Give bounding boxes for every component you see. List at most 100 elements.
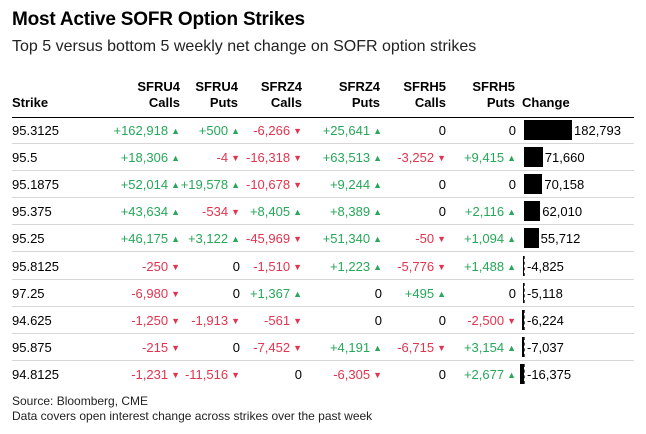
strike-cell: 97.25 (12, 285, 45, 301)
value-text: -6,305 (333, 366, 371, 382)
value-text: +4,191 (329, 339, 371, 355)
value-text: -6,266 (253, 123, 291, 138)
value-text: 0 (438, 366, 446, 382)
down-arrow-icon: ▼ (293, 153, 302, 164)
strike-cell: 95.5 (12, 150, 38, 166)
header-sfrz4-puts-line2: Puts (351, 95, 380, 110)
change-label: 71,660 (544, 150, 585, 166)
up-arrow-icon: ▲ (507, 234, 516, 245)
sfru4-calls-cell: +43,634 ▲ (121, 204, 180, 221)
change-label: -4,825 (527, 258, 564, 274)
up-arrow-icon: ▲ (293, 288, 302, 299)
header-sfru4-puts-line1: SFRU4 (195, 79, 238, 94)
sfrh5-puts-cell: 0 (509, 286, 516, 302)
sfru4-calls-cell: +162,918 ▲ (113, 123, 180, 140)
sfrz4-calls-cell: -7,452 ▼ (253, 340, 302, 357)
value-text: +18,306 (120, 150, 169, 166)
up-arrow-icon: ▲ (373, 126, 382, 136)
sfrz4-puts-cell: -6,305 ▼ (333, 367, 382, 384)
sfrh5-calls-cell: -3,252 ▼ (397, 150, 446, 167)
down-arrow-icon: ▼ (171, 261, 180, 272)
value-text: -45,969 (245, 231, 291, 247)
zero-axis (524, 255, 525, 276)
value-text: +43,634 (120, 204, 169, 220)
sfru4-calls-cell: -215 ▼ (142, 340, 180, 357)
sfru4-puts-cell: -4 ▼ (217, 150, 240, 167)
row-divider (12, 143, 634, 144)
value-text: +1,488 (463, 258, 505, 274)
sfrz4-calls-cell: 0 (295, 367, 302, 383)
sfrh5-calls-cell: 0 (439, 313, 446, 329)
change-label: -6,224 (527, 312, 564, 328)
down-arrow-icon: ▼ (293, 234, 302, 245)
sfru4-calls-cell: -250 ▼ (142, 259, 180, 276)
change-bar (522, 309, 524, 330)
value-text: -1,231 (131, 366, 169, 382)
value-text: +19,578 (180, 177, 229, 193)
value-text: +2,677 (463, 366, 505, 382)
value-text: +3,154 (463, 339, 505, 355)
value-text: -1,250 (131, 312, 169, 328)
strike-cell: 95.8125 (12, 258, 59, 274)
sfru4-puts-cell: +500 ▲ (199, 123, 240, 140)
sfrz4-puts-cell: 0 (375, 286, 382, 302)
row-divider (12, 305, 634, 307)
change-bar (522, 282, 524, 303)
value-text: -4 (216, 150, 229, 166)
value-text: 0 (232, 258, 240, 274)
change-label: 62,010 (542, 204, 583, 220)
up-arrow-icon: ▲ (373, 180, 382, 191)
value-text: +495 (404, 285, 435, 301)
down-arrow-icon: ▼ (293, 180, 302, 191)
sfru4-puts-cell: -11,516 ▼ (185, 367, 240, 384)
value-text: -3,252 (397, 150, 435, 166)
sfru4-calls-cell: -6,980 ▼ (131, 286, 180, 303)
up-arrow-icon: ▲ (171, 126, 180, 136)
row-divider (12, 251, 634, 253)
strike-cell: 95.875 (12, 339, 52, 355)
up-arrow-icon: ▲ (373, 342, 382, 353)
change-bar (524, 174, 543, 195)
strike-cell: 94.8125 (12, 366, 59, 382)
zero-axis (524, 336, 525, 357)
value-text: 0 (294, 366, 302, 382)
value-text: 0 (438, 177, 446, 193)
row-divider (12, 332, 634, 334)
value-text: -561 (264, 312, 291, 328)
zero-axis (524, 282, 525, 303)
sfru4-puts-cell: +3,122 ▲ (188, 231, 240, 248)
value-text: 0 (438, 123, 446, 138)
down-arrow-icon: ▼ (507, 315, 516, 326)
down-arrow-icon: ▼ (231, 153, 240, 164)
row-divider (12, 197, 634, 199)
value-text: -1,913 (191, 312, 229, 328)
value-text: -1,510 (253, 258, 291, 274)
sfrh5-calls-cell: 0 (439, 367, 446, 383)
row-divider (12, 359, 634, 361)
value-text: 0 (374, 312, 382, 328)
sfrz4-calls-cell: +8,405 ▲ (250, 204, 302, 221)
value-text: +500 (198, 123, 229, 138)
change-bar (524, 228, 539, 249)
down-arrow-icon: ▼ (437, 261, 446, 272)
sfrh5-puts-cell: 0 (509, 123, 516, 139)
header-sfrh5-puts-line2: Puts (486, 95, 515, 110)
sfrh5-puts-cell: +1,094 ▲ (464, 231, 516, 248)
value-text: 0 (438, 312, 446, 328)
change-label: 70,158 (544, 177, 585, 193)
change-bar (522, 336, 524, 357)
down-arrow-icon: ▼ (231, 207, 240, 218)
strike-cell: 95.3125 (12, 123, 59, 138)
value-text: -534 (202, 204, 229, 220)
sfrh5-calls-cell: 0 (439, 204, 446, 220)
sfrz4-calls-cell: -45,969 ▼ (246, 231, 302, 248)
value-text: -5,776 (397, 258, 435, 274)
value-text: +25,641 (322, 123, 371, 138)
change-bar (524, 120, 572, 140)
down-arrow-icon: ▼ (171, 369, 180, 380)
strike-cell: 95.1875 (12, 177, 59, 193)
sfru4-puts-cell: 0 (233, 340, 240, 356)
value-text: -250 (142, 258, 169, 274)
up-arrow-icon: ▲ (231, 126, 240, 136)
down-arrow-icon: ▼ (373, 369, 382, 380)
